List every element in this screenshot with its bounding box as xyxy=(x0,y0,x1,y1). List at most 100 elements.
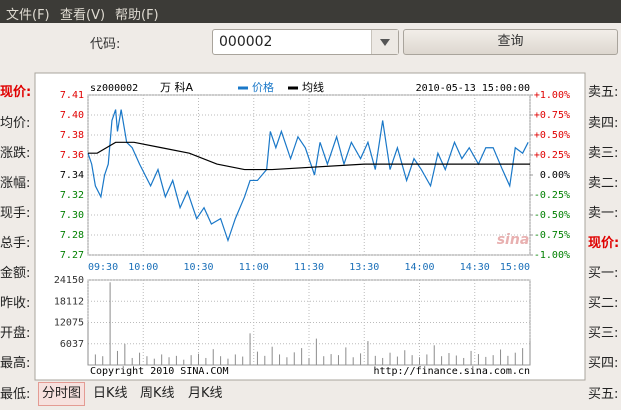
stock-name: 万 科A xyxy=(160,80,193,94)
volume-bar xyxy=(234,354,236,365)
x-tick-label: 14:30 xyxy=(460,262,490,273)
y2-tick-label: -0.50% xyxy=(534,210,570,221)
chart-panel xyxy=(34,72,586,381)
volume-bar xyxy=(153,358,155,365)
quote-label: 涨跌: xyxy=(0,146,31,161)
volume-bar xyxy=(507,355,509,365)
volume-bar xyxy=(323,356,325,365)
quote-label: 买一: xyxy=(588,266,619,281)
quote-label: 买二: xyxy=(588,296,619,311)
volume-bar xyxy=(87,322,89,365)
volume-bar xyxy=(109,282,111,365)
y2-tick-label: -1.00% xyxy=(534,250,570,261)
quote-label: 卖一: xyxy=(588,206,619,221)
quote-label: 现价: xyxy=(0,85,32,100)
volume-bar xyxy=(190,355,192,365)
volume-bar xyxy=(485,356,487,365)
y2-tick-label: +1.00% xyxy=(534,90,570,101)
volume-bar xyxy=(139,352,141,365)
x-tick-label: 15:00 xyxy=(500,262,530,273)
y-tick-label: 7.36 xyxy=(60,150,84,161)
volume-bar xyxy=(161,354,163,365)
quote-label: 昨收: xyxy=(0,296,31,311)
timestamp: 2010-05-13 15:00:00 xyxy=(416,83,530,94)
volume-bar xyxy=(404,350,406,365)
menu-item[interactable]: 文件(F) xyxy=(6,8,50,23)
volume-bar xyxy=(227,358,229,365)
legend-label: 价格 xyxy=(252,80,274,94)
y-tick-label: 18112 xyxy=(54,296,84,307)
x-tick-label: 11:30 xyxy=(294,262,324,273)
quote-label: 现价: xyxy=(588,236,620,251)
y-tick-label: 7.30 xyxy=(60,210,84,221)
volume-bar xyxy=(212,349,214,365)
volume-bar xyxy=(168,357,170,365)
volume-bar xyxy=(426,354,428,365)
quote-label: 卖二: xyxy=(588,176,619,191)
y2-tick-label: +0.50% xyxy=(534,130,570,141)
quote-label: 卖三: xyxy=(588,146,619,161)
legend-label: 均线 xyxy=(302,80,324,94)
volume-bar xyxy=(337,355,339,365)
y-tick-label: 24150 xyxy=(54,275,84,286)
y-tick-label: 6037 xyxy=(60,339,84,350)
quote-label: 涨幅: xyxy=(0,176,31,191)
x-tick-label: 09:30 xyxy=(88,262,118,273)
volume-bar xyxy=(249,333,251,365)
volume-bar xyxy=(374,355,376,365)
volume-bar xyxy=(389,352,391,365)
watermark: sina xyxy=(497,232,530,248)
code-text: 000002 xyxy=(219,34,273,50)
volume-bar xyxy=(205,357,207,365)
tab[interactable]: 日K线 xyxy=(93,386,128,401)
tab[interactable]: 分时图 xyxy=(38,382,86,406)
volume-plot-frame xyxy=(87,279,531,366)
quote-label: 卖四: xyxy=(588,116,619,131)
code-input[interactable]: 000002 xyxy=(212,29,399,55)
quote-label: 最高: xyxy=(0,356,31,371)
y2-tick-label: +0.25% xyxy=(534,150,570,161)
volume-bar xyxy=(477,354,479,365)
quote-label: 买三: xyxy=(588,326,619,341)
volume-bar xyxy=(198,353,199,365)
volume-bar xyxy=(463,357,465,365)
volume-bar xyxy=(448,353,450,365)
quote-label: 总手: xyxy=(0,236,31,251)
menu-item[interactable]: 查看(V) xyxy=(60,8,106,23)
volume-bar xyxy=(360,353,362,365)
x-tick-label: 10:30 xyxy=(183,262,213,273)
volume-bar xyxy=(330,354,332,365)
copyright: Copyright 2010 SINA.COM xyxy=(90,366,228,377)
volume-bar xyxy=(345,347,347,365)
price-line xyxy=(87,109,529,243)
volume-bar xyxy=(367,341,369,365)
quote-label: 开盘: xyxy=(0,326,31,341)
quote-label: 现手: xyxy=(0,206,31,221)
menu-bar xyxy=(0,0,621,23)
quote-label: 金额: xyxy=(0,266,31,281)
volume-bar xyxy=(116,350,118,365)
quote-label: 均价: xyxy=(0,116,31,131)
volume-bar xyxy=(308,357,310,365)
y-tick-label: 7.32 xyxy=(60,190,84,201)
tab[interactable]: 周K线 xyxy=(140,386,175,401)
menu-item[interactable]: 帮助(F) xyxy=(115,8,159,23)
stock-code: sz000002 xyxy=(90,83,138,94)
dropdown-button[interactable] xyxy=(371,30,398,54)
x-tick-label: 14:00 xyxy=(404,262,434,273)
price-line xyxy=(88,141,530,171)
quote-label: 买五: xyxy=(588,387,619,402)
volume-bar xyxy=(529,340,531,365)
query-button[interactable]: 查询 xyxy=(403,29,618,55)
tab[interactable]: 月K线 xyxy=(188,386,223,401)
quote-label: 卖五: xyxy=(588,85,619,100)
x-tick-label: 10:00 xyxy=(128,262,158,273)
price-plot-frame xyxy=(87,94,531,256)
x-tick-label: 13:30 xyxy=(349,262,379,273)
volume-bar xyxy=(514,352,516,365)
y-tick-label: 12075 xyxy=(54,318,84,329)
y-tick-label: 7.41 xyxy=(60,90,84,101)
y-tick-label: 7.27 xyxy=(60,250,84,261)
volume-bar xyxy=(411,355,413,365)
